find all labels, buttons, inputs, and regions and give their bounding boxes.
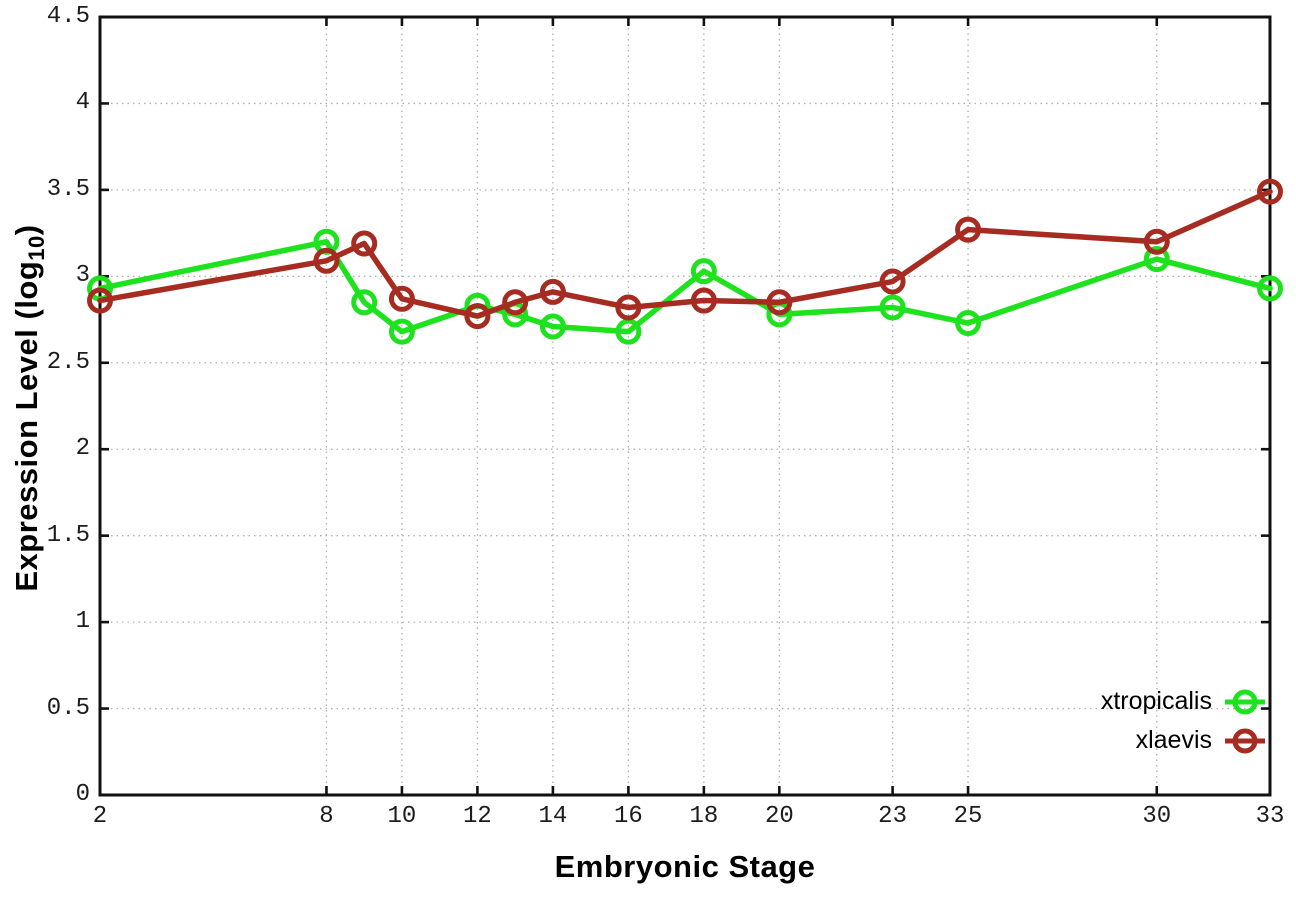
data-point-xlaevis-stage-10	[388, 285, 415, 312]
y-tick-label-0.5: 0.5	[46, 694, 90, 722]
data-point-xlaevis-stage-33	[1257, 178, 1283, 205]
data-point-xlaevis-stage-8	[313, 247, 340, 274]
data-point-xlaevis-stage-16	[615, 294, 642, 321]
data-point-xlaevis-stage-9	[351, 230, 378, 257]
y-tick-label-3.5: 3.5	[46, 175, 90, 203]
data-point-xtropicalis-stage-33	[1257, 275, 1283, 302]
data-point-xlaevis-stage-23	[879, 268, 906, 295]
legend-label: xtropicalis	[1100, 687, 1212, 715]
x-tick-label-10: 10	[387, 803, 417, 830]
x-tick-label-25: 25	[953, 803, 983, 830]
data-point-xtropicalis-stage-16	[615, 318, 642, 345]
y-axis-title-subscript: 10	[24, 235, 50, 261]
data-point-xtropicalis-stage-10	[388, 318, 415, 345]
x-axis-title: Embryonic Stage	[554, 849, 816, 884]
x-tick-label-30: 30	[1142, 803, 1172, 830]
y-tick-label-4: 4	[75, 89, 90, 117]
plot-border	[98, 15, 1272, 797]
line-circle-marker-icon	[1225, 728, 1265, 753]
data-point-xtropicalis-stage-23	[879, 294, 906, 321]
y-tick-label-3: 3	[75, 262, 90, 290]
data-point-xtropicalis-stage-9	[351, 289, 378, 316]
legend-label: xlaevis	[1135, 726, 1212, 754]
data-point-xtropicalis-stage-14	[539, 313, 566, 340]
x-tick-label-12: 12	[463, 803, 492, 830]
x-tick-label-23: 23	[878, 803, 907, 830]
data-point-xlaevis-stage-2	[87, 287, 113, 314]
data-point-xlaevis-stage-18	[690, 287, 717, 314]
data-point-xlaevis-stage-30	[1143, 228, 1170, 255]
legend-item-xtropicalis: xtropicalis	[1101, 683, 1266, 720]
y-tick-label-2.5: 2.5	[46, 348, 90, 376]
line-circle-marker-icon	[1225, 689, 1265, 714]
data-point-xtropicalis-stage-18	[690, 258, 717, 285]
legend-item-xlaevis: xlaevis	[1136, 722, 1266, 759]
y-axis-title-suffix: )	[9, 224, 44, 236]
y-tick-label-1: 1	[75, 608, 90, 636]
series-line-xtropicalis	[97, 239, 1273, 335]
data-point-xtropicalis-stage-25	[955, 310, 982, 337]
y-tick-label-2: 2	[75, 435, 90, 463]
x-tick-label-18: 18	[689, 803, 719, 830]
data-point-xlaevis-stage-20	[766, 289, 793, 316]
y-tick-label-0: 0	[75, 781, 90, 808]
data-point-xlaevis-stage-25	[955, 216, 982, 243]
x-tick-label-8: 8	[319, 803, 334, 830]
y-axis-title: Expression Level (log10)	[9, 158, 49, 658]
y-tick-label-1.5: 1.5	[46, 521, 90, 549]
x-tick-label-2: 2	[92, 803, 108, 830]
data-point-xlaevis-stage-13	[502, 289, 529, 316]
data-point-xlaevis-stage-14	[539, 278, 566, 305]
x-tick-label-33: 33	[1255, 803, 1285, 830]
x-tick-label-14: 14	[538, 803, 568, 830]
data-point-xtropicalis-stage-30	[1143, 246, 1170, 273]
data-point-xlaevis-stage-12	[464, 303, 491, 330]
y-tick-label-4.5: 4.5	[46, 3, 90, 30]
x-tick-label-16: 16	[613, 803, 643, 830]
legend: xtropicalis xlaevis	[1101, 683, 1266, 759]
y-axis-title-text: Expression Level (log	[9, 260, 44, 592]
x-tick-label-20: 20	[764, 803, 794, 830]
